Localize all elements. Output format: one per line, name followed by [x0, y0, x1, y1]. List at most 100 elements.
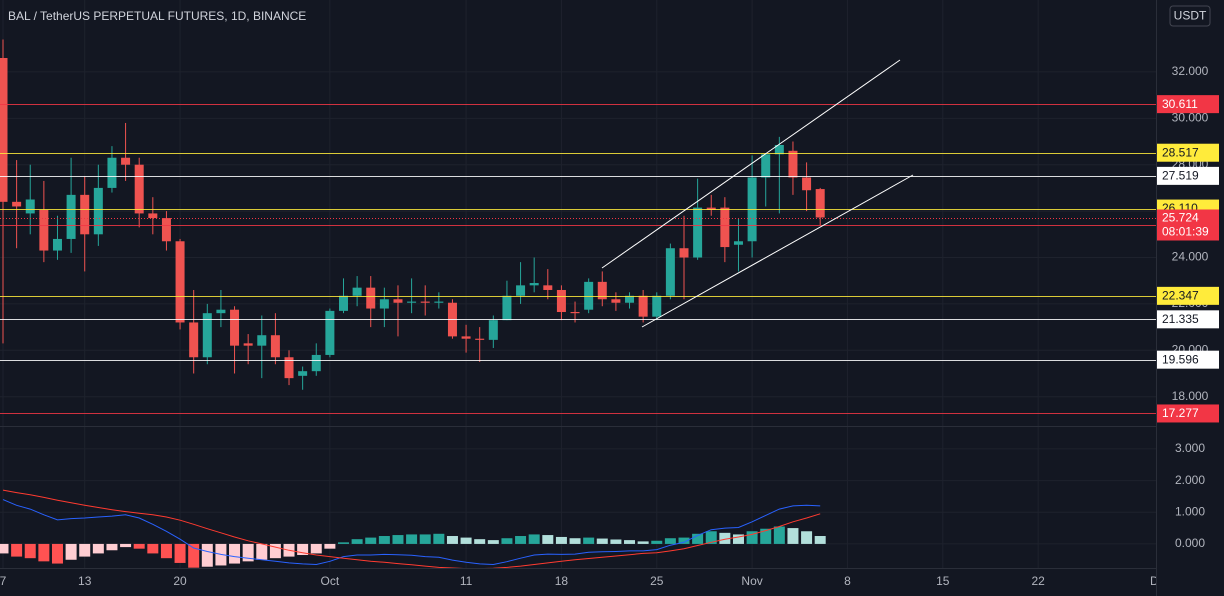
level-label-bg [1157, 350, 1219, 369]
histogram-bar [433, 533, 445, 544]
currency-button[interactable] [1169, 5, 1211, 27]
y-tick-label: 32.000 [1172, 64, 1209, 78]
candle-body [230, 309, 240, 346]
histogram-bar [678, 537, 690, 544]
candle-body [39, 209, 49, 251]
y-tick-label: 30.000 [1172, 110, 1209, 124]
histogram-bar [133, 543, 145, 549]
histogram-bar [79, 543, 91, 557]
x-tick-label: 20 [173, 574, 187, 588]
x-tick-label: 18 [555, 574, 569, 588]
level-label: 28.517 [1162, 145, 1199, 159]
candle-body [761, 154, 771, 178]
histogram-bar [705, 531, 717, 544]
macd-line [2, 499, 821, 566]
candle-body [638, 295, 648, 317]
histogram-bar [365, 537, 377, 544]
histogram-bar [542, 535, 554, 544]
candle-body [134, 164, 144, 214]
histogram-bar [583, 537, 595, 544]
candle-body [625, 295, 635, 303]
level-label: 30.611 [1162, 97, 1198, 111]
currency-label[interactable]: USDT [1174, 9, 1207, 23]
histogram-bar [760, 528, 772, 544]
candle-body [611, 299, 621, 303]
histogram-bar [229, 543, 241, 564]
macd-pane [0, 489, 826, 568]
histogram-bar [814, 536, 826, 544]
candle-body [815, 189, 825, 218]
candle-body [121, 157, 131, 165]
symbol-title: BAL / TetherUS PERPETUAL FUTURES, 1D, BI… [8, 9, 306, 23]
y-tick-label: 18.000 [1172, 389, 1209, 403]
level-label-bg [1157, 143, 1219, 162]
channel-lower [641, 174, 914, 328]
candle-body [352, 287, 362, 296]
histogram-bar [38, 543, 50, 562]
histogram-bar [297, 543, 309, 556]
level-label: 19.596 [1162, 352, 1199, 366]
candle-body [257, 335, 267, 346]
last-price-bg [1157, 209, 1219, 241]
candle-body [66, 194, 76, 239]
last-price-label: 25.724 [1162, 211, 1199, 225]
candle-body [802, 177, 812, 191]
histogram-bar [147, 543, 159, 554]
candle-body [189, 322, 199, 358]
candle-body [80, 194, 90, 235]
histogram-bar [596, 538, 608, 544]
candle-body [161, 218, 171, 242]
trend-channel [601, 59, 914, 328]
candle-body [529, 283, 539, 286]
histogram-bar [256, 543, 268, 560]
candle-body [12, 201, 22, 207]
candle-body [107, 157, 117, 188]
histogram-bar [406, 534, 418, 544]
histogram-bar [732, 534, 744, 544]
histogram-bar [160, 543, 172, 559]
candle-body [679, 248, 689, 258]
histogram-bar [637, 541, 649, 544]
histogram-bar [515, 536, 527, 544]
histogram-bar [651, 540, 663, 544]
candle-body [148, 213, 158, 219]
candle-body [420, 301, 430, 303]
candle-body [243, 343, 253, 346]
y-tick-label: 0.000 [1175, 536, 1205, 550]
histogram-bar [65, 543, 77, 560]
histogram-bar [92, 543, 104, 554]
candle-body [270, 335, 280, 358]
candle-body [706, 207, 716, 210]
level-label-bg [1157, 286, 1219, 305]
level-label: 17.277 [1162, 406, 1199, 420]
candle-body [175, 241, 185, 323]
histogram-bar [174, 543, 186, 563]
histogram-bar [310, 543, 322, 554]
countdown: 08:01:39 [1162, 225, 1209, 239]
x-tick-label: 15 [936, 574, 950, 588]
candle-body [788, 150, 798, 178]
candle-body [284, 357, 294, 379]
histogram-bar [569, 538, 581, 544]
x-tick-label: 7 [0, 574, 7, 588]
histogram-bar [487, 540, 499, 544]
candle-body [516, 285, 526, 296]
signal-line [2, 489, 821, 568]
histogram-bar [624, 540, 636, 544]
x-tick-label: 25 [650, 574, 664, 588]
channel-upper [601, 59, 901, 269]
level-label: 21.335 [1162, 312, 1199, 326]
histogram-bar [460, 537, 472, 544]
y-tick-label: 24.000 [1172, 250, 1209, 264]
histogram-bar [24, 543, 36, 559]
histogram-bar [501, 538, 513, 544]
candle-body [93, 187, 103, 235]
x-tick-label: 22 [1031, 574, 1045, 588]
histogram-bar [392, 535, 404, 544]
histogram-bar [120, 543, 132, 548]
x-tick-label: 8 [844, 574, 851, 588]
price-pane [0, 39, 1156, 414]
